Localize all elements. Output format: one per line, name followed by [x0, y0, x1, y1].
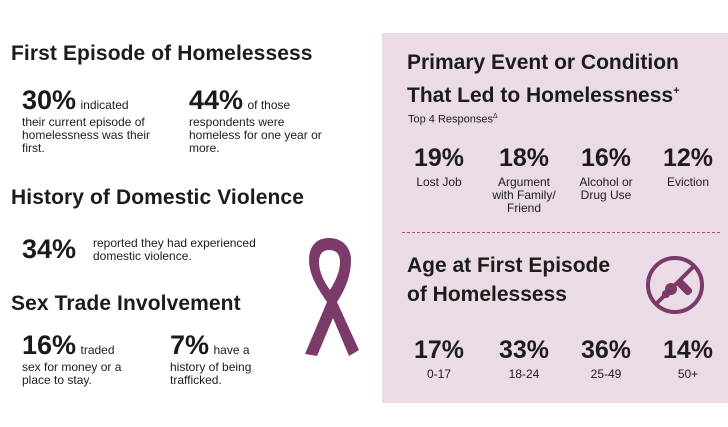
domestic-violence-number: 34%	[22, 234, 76, 265]
age-stat: 33% 18-24	[484, 336, 564, 381]
title-line: That Led to Homelessness+	[407, 77, 680, 110]
title-footnote-mark: +	[673, 85, 680, 97]
stat-label: 25-49	[590, 367, 622, 381]
stat-text: history of being trafficked.	[170, 360, 252, 387]
stat-text-lead: traded	[80, 343, 115, 357]
primary-event-stat: 18% Argument with Family/ Friend	[484, 144, 564, 215]
age-title: Age at First Episode of Homelessess	[407, 251, 610, 309]
section-divider	[402, 232, 720, 233]
age-stat: 14% 50+	[652, 336, 724, 381]
stat-label: 18-24	[508, 367, 540, 381]
first-episode-stat-44: 44% of those respondents were homeless f…	[189, 85, 349, 155]
sex-trade-stat-7: 7% have a history of being trafficked.	[170, 330, 290, 387]
stat-number: 34%	[22, 234, 77, 264]
stat-number: 30%	[22, 85, 77, 115]
stat-number: 7%	[170, 330, 210, 360]
stat-number: 36%	[580, 336, 632, 364]
primary-event-stat: 19% Lost Job	[404, 144, 474, 189]
domestic-violence-text: reported they had experienced domestic v…	[93, 236, 256, 263]
stat-text-lead: indicated	[80, 98, 129, 112]
age-stat: 36% 25-49	[568, 336, 644, 381]
stat-number: 19%	[413, 144, 465, 172]
subtitle-footnote-mark: Δ	[493, 113, 498, 120]
stat-label: 0-17	[426, 367, 452, 381]
stat-text-lead: of those	[247, 98, 291, 112]
first-episode-stat-30: 30% indicated their current episode of h…	[22, 85, 172, 155]
awareness-ribbon-icon	[305, 238, 359, 356]
stat-text: their current episode of homelessness wa…	[22, 115, 151, 155]
stat-number: 12%	[662, 144, 714, 172]
stat-number: 17%	[413, 336, 465, 364]
primary-event-stat: 16% Alcohol or Drug Use	[568, 144, 644, 202]
right-panel	[382, 33, 728, 403]
sex-trade-stat-16: 16% traded sex for money or a place to s…	[22, 330, 162, 387]
stat-number: 16%	[22, 330, 77, 360]
stat-label: Eviction	[666, 175, 710, 189]
stat-number: 16%	[580, 144, 632, 172]
stat-number: 14%	[662, 336, 714, 364]
title-line: Age at First Episode	[407, 254, 611, 277]
primary-event-stat: 12% Eviction	[652, 144, 724, 189]
stat-number: 33%	[498, 336, 550, 364]
stat-label: Argument with Family/ Friend	[492, 175, 556, 215]
stat-number: 18%	[498, 144, 550, 172]
stat-label: Lost Job	[416, 175, 462, 189]
age-stat: 17% 0-17	[404, 336, 474, 381]
title-line: Primary Event or Condition	[407, 51, 679, 74]
stat-label: Alcohol or Drug Use	[579, 175, 633, 202]
no-pacifier-icon	[646, 256, 704, 314]
domestic-violence-title: History of Domestic Violence	[11, 186, 304, 209]
title-text: That Led to Homelessness	[407, 84, 674, 107]
title-line: of Homelessess	[407, 283, 567, 306]
stat-number: 44%	[189, 85, 244, 115]
sex-trade-title: Sex Trade Involvement	[11, 292, 241, 315]
stat-text-lead: have a	[213, 343, 250, 357]
stat-label: 50+	[677, 367, 699, 381]
stat-text: sex for money or a place to stay.	[22, 360, 122, 387]
stat-text: respondents were homeless for one year o…	[189, 115, 322, 155]
first-episode-title: First Episode of Homelessess	[11, 42, 313, 65]
primary-event-subtitle: Top 4 ResponsesΔ	[408, 113, 498, 126]
subtitle-text: Top 4 Responses	[408, 113, 493, 126]
primary-event-title: Primary Event or Condition That Led to H…	[407, 49, 680, 110]
